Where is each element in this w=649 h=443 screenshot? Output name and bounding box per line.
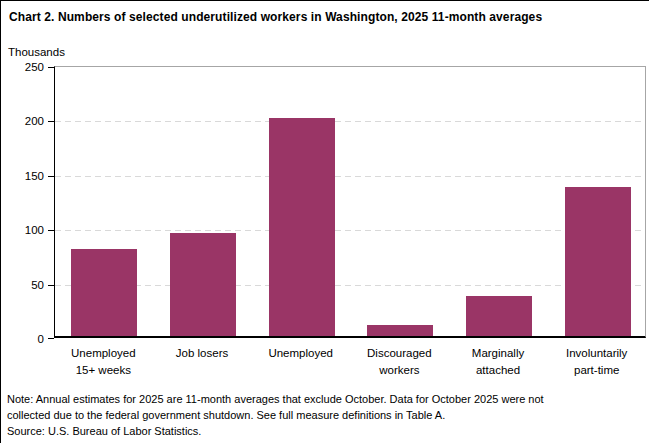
y-tick-label-100: 100 <box>4 222 44 238</box>
y-tick-label-0: 0 <box>4 331 44 347</box>
x-label-discouraged-workers: Discouraged workers <box>350 345 449 379</box>
y-tick-150 <box>48 176 54 177</box>
note-text: Note: Annual estimates for 2025 are 11-m… <box>7 391 647 423</box>
x-label-marginally-attached: Marginally attached <box>449 345 548 379</box>
y-tick-label-50: 50 <box>4 277 44 293</box>
x-label-job-losers: Job losers <box>153 345 252 379</box>
gridline-200 <box>55 121 645 122</box>
footnote: Note: Annual estimates for 2025 are 11-m… <box>7 391 647 439</box>
y-tick-label-200: 200 <box>4 113 44 129</box>
x-axis-labels: Unemployed 15+ weeksJob losersUnemployed… <box>54 345 646 379</box>
bar-job-losers <box>170 233 236 336</box>
bar-unemployed-15-weeks <box>71 249 137 336</box>
gridline-50 <box>55 285 645 286</box>
gridline-150 <box>55 176 645 177</box>
plot-area: 050100150200250 <box>54 66 646 338</box>
y-axis-unit-label: Thousands <box>8 46 65 58</box>
y-tick-200 <box>48 121 54 122</box>
bar-discouraged-workers <box>367 325 433 336</box>
y-tick-100 <box>48 230 54 231</box>
x-label-involuntarily-part-time: Involuntarily part-time <box>547 345 646 379</box>
chart-title: Chart 2. Numbers of selected underutiliz… <box>9 10 641 24</box>
source-text: Source: U.S. Bureau of Labor Statistics. <box>7 423 647 439</box>
bar-involuntarily-part-time <box>565 187 631 336</box>
bar-marginally-attached <box>466 296 532 336</box>
x-label-unemployed-15-weeks: Unemployed 15+ weeks <box>54 345 153 379</box>
y-tick-250 <box>48 67 54 68</box>
y-tick-0 <box>48 338 54 339</box>
y-tick-label-150: 150 <box>4 168 44 184</box>
y-tick-50 <box>48 285 54 286</box>
gridline-100 <box>55 230 645 231</box>
chart-figure: Chart 2. Numbers of selected underutiliz… <box>0 0 649 443</box>
bar-unemployed <box>269 118 335 336</box>
y-tick-label-250: 250 <box>4 59 44 75</box>
x-label-unemployed: Unemployed <box>251 345 350 379</box>
